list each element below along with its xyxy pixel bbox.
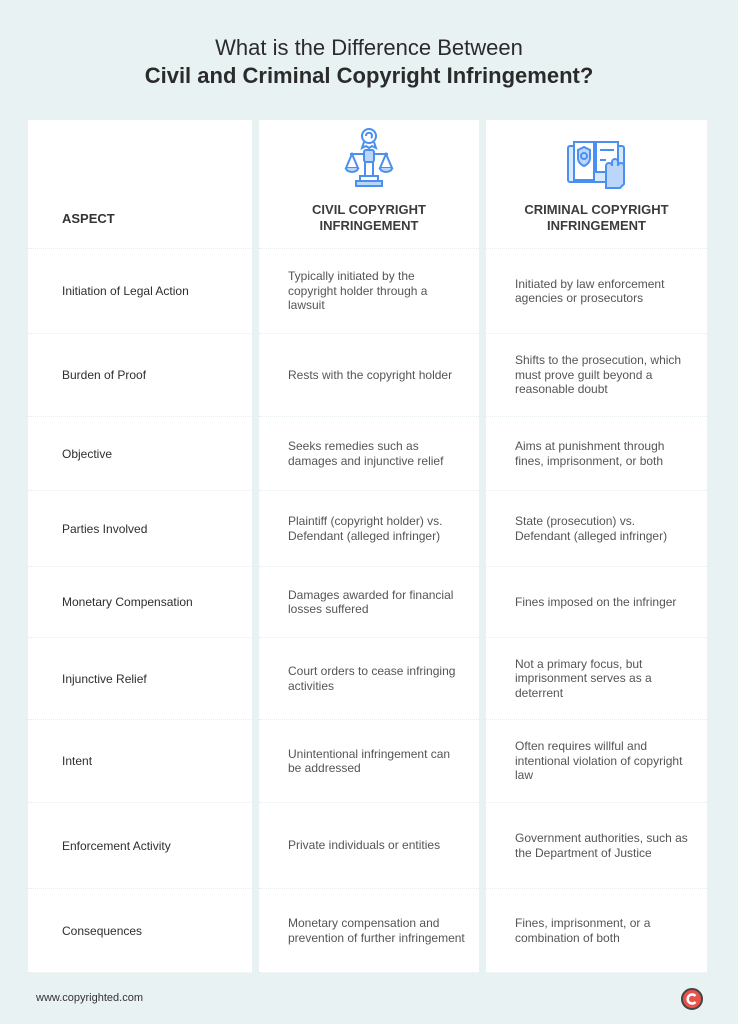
aspect-text: Consequences [62, 923, 143, 938]
title-line-1: What is the Difference Between [215, 35, 523, 60]
criminal-text: Aims at punishment through fines, impris… [515, 439, 665, 468]
aspect-text: Enforcement Activity [62, 838, 171, 853]
aspect-text: Monetary Compensation [62, 595, 193, 609]
aspect-cell: Initiation of Legal Action [28, 249, 252, 334]
civil-cell: Plaintiff (copyright holder) vs. Defenda… [259, 491, 479, 567]
civil-text: Plaintiff (copyright holder) vs. Defenda… [288, 514, 443, 543]
aspect-cell: Intent [28, 720, 252, 803]
civil-text: Rests with the copyright holder [288, 367, 453, 382]
civil-cell: Damages awarded for financial losses suf… [259, 567, 479, 638]
criminal-cell: Often requires willful and intentional v… [486, 720, 707, 803]
aspect-text: Initiation of Legal Action [62, 284, 189, 298]
aspect-column: ASPECT Initiation of Legal Action Burden … [28, 120, 252, 973]
civil-text: Damages awarded for financial losses suf… [288, 587, 454, 617]
civil-cell: Court orders to cease infringing activit… [259, 638, 479, 720]
aspect-text: Intent [62, 754, 93, 768]
criminal-text: Not a primary focus, but imprisonment se… [515, 656, 652, 700]
civil-text: Court orders to cease infringing activit… [288, 664, 456, 693]
aspect-text: Objective [62, 446, 113, 461]
criminal-cell: Fines imposed on the infringer [486, 567, 707, 638]
aspect-cell: Enforcement Activity [28, 803, 252, 889]
criminal-text: Fines imposed on the infringer [515, 594, 677, 609]
civil-cell: Typically initiated by the copyright hol… [259, 249, 479, 334]
criminal-column: CRIMINAL COPYRIGHT INFRINGEMENT Initiate… [486, 120, 707, 973]
criminal-cell: Aims at punishment through fines, impris… [486, 417, 707, 491]
civil-cell: Seeks remedies such as damages and injun… [259, 417, 479, 491]
law-book-hand-icon [566, 141, 625, 189]
title-line-2: Civil and Criminal Copyright Infringemen… [144, 63, 594, 88]
aspect-cell: Injunctive Relief [28, 638, 252, 720]
civil-column: CIVIL COPYRIGHT INFRINGEMENT Typically i… [259, 120, 479, 973]
criminal-text: Shifts to the prosecution, which must pr… [515, 353, 682, 397]
page-title: What is the Difference Between Civil and… [0, 34, 738, 90]
criminal-cell: Shifts to the prosecution, which must pr… [486, 334, 707, 417]
civil-text: Typically initiated by the copyright hol… [288, 269, 428, 313]
criminal-text: State (prosecution) vs. Defendant (alleg… [515, 514, 668, 543]
aspect-header: ASPECT [28, 120, 252, 249]
civil-cell: Monetary compensation and prevention of … [259, 889, 479, 973]
criminal-cell: Not a primary focus, but imprisonment se… [486, 638, 707, 720]
aspect-cell: Consequences [28, 889, 252, 973]
aspect-cell: Parties Involved [28, 491, 252, 567]
criminal-cell: Fines, imprisonment, or a combination of… [486, 889, 707, 973]
civil-cell: Unintentional infringement can be addres… [259, 720, 479, 803]
aspect-cell: Objective [28, 417, 252, 491]
criminal-text: Government authorities, such as the Depa… [515, 831, 688, 860]
civil-header: CIVIL COPYRIGHT INFRINGEMENT [259, 120, 479, 249]
criminal-cell: Government authorities, such as the Depa… [486, 803, 707, 889]
criminal-header-label: CRIMINAL COPYRIGHT INFRINGEMENT [524, 202, 669, 233]
civil-text: Unintentional infringement can be addres… [288, 746, 451, 776]
civil-cell: Private individuals or entities [259, 803, 479, 889]
civil-text: Seeks remedies such as damages and injun… [288, 439, 444, 468]
civil-text: Monetary compensation and prevention of … [288, 916, 465, 945]
criminal-text: Fines, imprisonment, or a combination of… [515, 916, 651, 945]
criminal-text: Initiated by law enforcement agencies or… [515, 276, 665, 306]
aspect-cell: Monetary Compensation [28, 567, 252, 638]
civil-text: Private individuals or entities [288, 838, 441, 853]
aspect-text: Injunctive Relief [62, 671, 147, 686]
civil-header-label: CIVIL COPYRIGHT INFRINGEMENT [312, 202, 426, 233]
aspect-text: Burden of Proof [62, 368, 147, 382]
aspect-text: Parties Involved [62, 521, 148, 536]
criminal-header: CRIMINAL COPYRIGHT INFRINGEMENT [486, 120, 707, 249]
copyright-c-logo [681, 988, 703, 1010]
criminal-cell: State (prosecution) vs. Defendant (alleg… [486, 491, 707, 567]
footer-url[interactable]: www.copyrighted.com [36, 992, 143, 1004]
civil-cell: Rests with the copyright holder [259, 334, 479, 417]
criminal-cell: Initiated by law enforcement agencies or… [486, 249, 707, 334]
scales-of-justice-icon [344, 128, 394, 187]
aspect-cell: Burden of Proof [28, 334, 252, 417]
criminal-text: Often requires willful and intentional v… [515, 739, 683, 783]
